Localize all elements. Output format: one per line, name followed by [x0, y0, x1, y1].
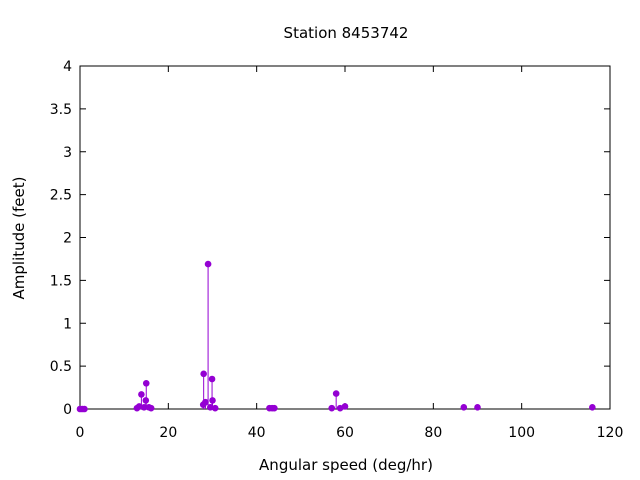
- x-tick-label: 40: [248, 425, 266, 441]
- plot-frame: [79, 65, 611, 410]
- y-axis-ticks: 0 0.5 1 1.5 2 2.5 3 3.5 4: [50, 59, 610, 418]
- x-tick-label: 20: [159, 425, 177, 441]
- data-point: [589, 403, 596, 411]
- x-tick-label: 100: [508, 425, 535, 441]
- y-tick-label: 1.5: [50, 273, 72, 289]
- chart-title: Station 8453742: [284, 24, 409, 42]
- data-point: [135, 403, 143, 410]
- data-point: [200, 370, 207, 378]
- data-point: [271, 404, 278, 412]
- data-point: [332, 390, 340, 397]
- data-point: [474, 403, 481, 411]
- x-tick-label: 60: [336, 425, 354, 441]
- y-tick-label: 3: [63, 145, 72, 161]
- y-tick-label: 2: [63, 231, 72, 247]
- data-point: [460, 403, 468, 411]
- data-point: [208, 375, 216, 383]
- data-point: [204, 260, 212, 268]
- data-point: [328, 404, 336, 412]
- data-point: [341, 403, 349, 410]
- data-point: [81, 405, 88, 413]
- data-point: [211, 404, 219, 412]
- x-tick-label: 120: [597, 425, 624, 441]
- x-axis-ticks: 0 20 40 60 80 100 120: [76, 66, 624, 441]
- y-tick-label: 4: [63, 59, 72, 75]
- x-axis-title: Angular speed (deg/hr): [259, 456, 433, 474]
- y-tick-label: 3.5: [50, 102, 72, 118]
- data-series: [76, 260, 596, 413]
- x-tick-label: 80: [424, 425, 442, 441]
- x-tick-label: 0: [76, 425, 85, 441]
- data-point: [142, 379, 150, 387]
- data-point: [202, 398, 209, 406]
- y-tick-label: 0: [63, 402, 72, 418]
- y-tick-label: 1: [63, 316, 72, 332]
- y-tick-label: 2.5: [50, 188, 72, 204]
- data-point: [209, 397, 216, 404]
- y-axis-title: Amplitude (feet): [10, 177, 28, 300]
- data-point: [147, 404, 155, 412]
- data-point: [138, 391, 145, 398]
- y-tick-label: 0.5: [50, 359, 72, 375]
